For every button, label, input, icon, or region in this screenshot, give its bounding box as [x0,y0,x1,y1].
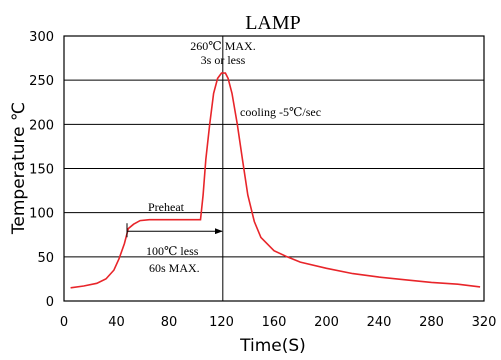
range-annotation-line2: 60s MAX. [149,261,200,275]
y-tick-label: 200 [29,118,54,133]
y-tick-label: 300 [29,30,54,45]
y-tick-label: 250 [29,74,54,89]
y-tick-label: 150 [29,163,54,178]
grid-lines [64,79,484,258]
x-tick-label: 40 [108,315,125,330]
range-annotation-line1: 100℃ less [146,244,199,258]
y-tick-label: 0 [46,295,54,310]
x-tick-label: 320 [472,315,497,330]
y-tick-label: 50 [37,251,54,266]
temperature-curve [70,72,481,289]
x-tick-label: 0 [60,315,68,330]
y-axis-ticks: 0 50 100 150 200 250 300 [29,30,54,310]
x-tick-label: 200 [314,315,339,330]
chart-title: LAMP [245,12,301,34]
plot-frame [63,35,485,302]
preheat-annotation: Preheat [148,200,185,214]
y-tick-label: 100 [29,207,54,222]
x-tick-label: 280 [419,315,444,330]
y-axis-label: Temperature ℃ [9,102,29,235]
peak-annotation-line2: 3s or less [201,53,246,67]
x-axis-ticks: 0 40 80 120 160 200 240 280 320 [60,315,497,330]
x-tick-label: 120 [209,315,234,330]
cooling-annotation: cooling -5℃/sec [240,105,321,119]
x-tick-label: 240 [367,315,392,330]
x-tick-label: 80 [161,315,178,330]
x-axis-label: Time(S) [239,336,306,356]
peak-annotation-line1: 260℃ MAX. [190,39,255,53]
x-tick-label: 160 [262,315,287,330]
